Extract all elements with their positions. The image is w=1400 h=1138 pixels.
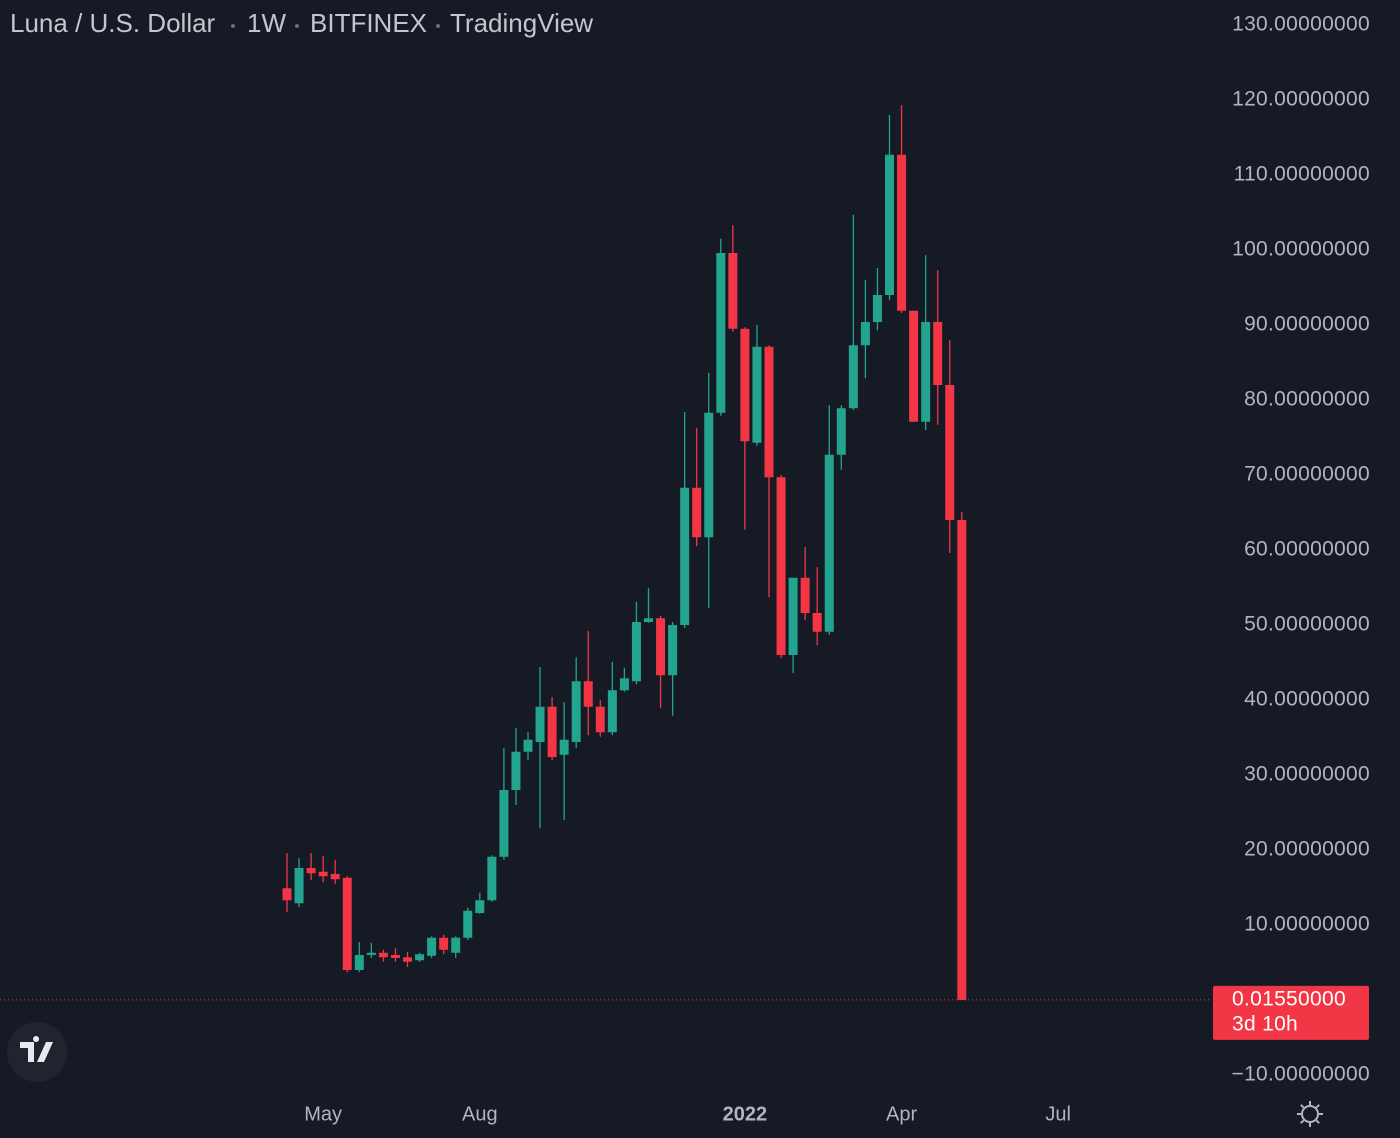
y-tick-label: −10.00000000	[1232, 1063, 1371, 1086]
y-tick-label: 60.00000000	[1244, 538, 1370, 561]
candle-body	[872, 295, 882, 322]
y-tick-label: 10.00000000	[1244, 913, 1370, 936]
settings-icon[interactable]	[1297, 1101, 1323, 1127]
x-tick-label: Jul	[1045, 1103, 1071, 1125]
candle-body	[378, 952, 388, 958]
candle-body	[800, 577, 810, 613]
candle-body	[764, 346, 774, 478]
candle-body	[282, 888, 292, 901]
candle-body	[728, 253, 738, 329]
candle-body	[704, 412, 714, 538]
y-tick-label: 20.00000000	[1244, 838, 1370, 861]
candle-body	[860, 322, 870, 346]
candle-body	[680, 487, 690, 625]
candle-body	[535, 706, 545, 742]
candle-body	[668, 625, 678, 676]
separator	[436, 24, 440, 28]
candle-body	[390, 955, 400, 958]
y-tick-label: 80.00000000	[1244, 388, 1370, 411]
candle-body	[716, 253, 726, 413]
candle-body	[885, 154, 894, 295]
candle-body	[475, 900, 485, 913]
candle-body	[403, 957, 412, 962]
x-tick-label: May	[304, 1103, 342, 1125]
candle-body	[342, 877, 352, 970]
candle-body	[415, 954, 425, 961]
exchange: BITFINEX	[310, 8, 427, 38]
candle-body	[318, 871, 328, 877]
candle-body	[463, 910, 473, 938]
source: TradingView	[450, 8, 593, 38]
last-price-box	[1213, 985, 1369, 1040]
candle-body	[571, 681, 581, 742]
candle-body	[812, 613, 822, 632]
last-price-label: 0.01550000	[1232, 987, 1346, 1010]
candle-body	[487, 856, 497, 901]
candle-body	[451, 937, 461, 953]
candle-body	[740, 328, 750, 442]
candle-body	[523, 739, 533, 752]
candle-body	[692, 487, 702, 538]
candle-body	[957, 520, 967, 1000]
candle-body	[776, 477, 786, 655]
x-tick-label: 2022	[723, 1103, 768, 1125]
candle-body	[848, 345, 858, 409]
candle-body	[921, 322, 931, 422]
candle-body	[631, 622, 641, 682]
x-tick-label: Apr	[886, 1103, 917, 1125]
candle-body	[824, 454, 834, 632]
candle-body	[499, 790, 509, 857]
y-tick-label: 70.00000000	[1244, 463, 1370, 486]
y-tick-label: 40.00000000	[1244, 688, 1370, 711]
candle-body	[897, 154, 907, 311]
candle-body	[644, 618, 653, 622]
candle-body	[366, 952, 376, 955]
y-tick-label: 50.00000000	[1244, 613, 1370, 636]
interval: 1W	[247, 8, 286, 38]
separator	[295, 24, 299, 28]
candle-body	[595, 706, 605, 733]
symbol: Luna / U.S. Dollar	[10, 8, 216, 38]
candle-body	[656, 618, 666, 676]
candle-body	[945, 385, 955, 520]
candle-body	[836, 408, 846, 455]
candle-body	[511, 751, 521, 790]
candle-body	[354, 955, 364, 970]
candle-body	[330, 874, 340, 880]
candle-body	[559, 739, 569, 755]
candle-body	[583, 681, 593, 707]
y-tick-label: 100.00000000	[1232, 238, 1370, 261]
candle-body	[909, 310, 919, 422]
candle-body	[427, 937, 437, 956]
y-tick-label: 90.00000000	[1244, 313, 1370, 336]
y-tick-label: 110.00000000	[1234, 163, 1370, 186]
x-tick-label: Aug	[462, 1103, 498, 1125]
separator	[231, 24, 235, 28]
tv-logo[interactable]	[7, 1022, 67, 1082]
candle-body	[933, 322, 943, 385]
candle-body	[294, 868, 304, 904]
candle-body	[547, 706, 557, 757]
countdown: 3d 10h	[1232, 1012, 1298, 1035]
candle-body	[439, 937, 449, 950]
y-tick-label: 120.00000000	[1232, 88, 1370, 111]
y-tick-label: 130.00000000	[1232, 13, 1370, 36]
candle-body	[306, 868, 316, 874]
y-tick-label: 30.00000000	[1244, 763, 1370, 786]
candle-body	[619, 678, 629, 691]
candle-body	[752, 346, 762, 443]
candle-body	[788, 577, 798, 655]
candle-body	[607, 690, 617, 733]
